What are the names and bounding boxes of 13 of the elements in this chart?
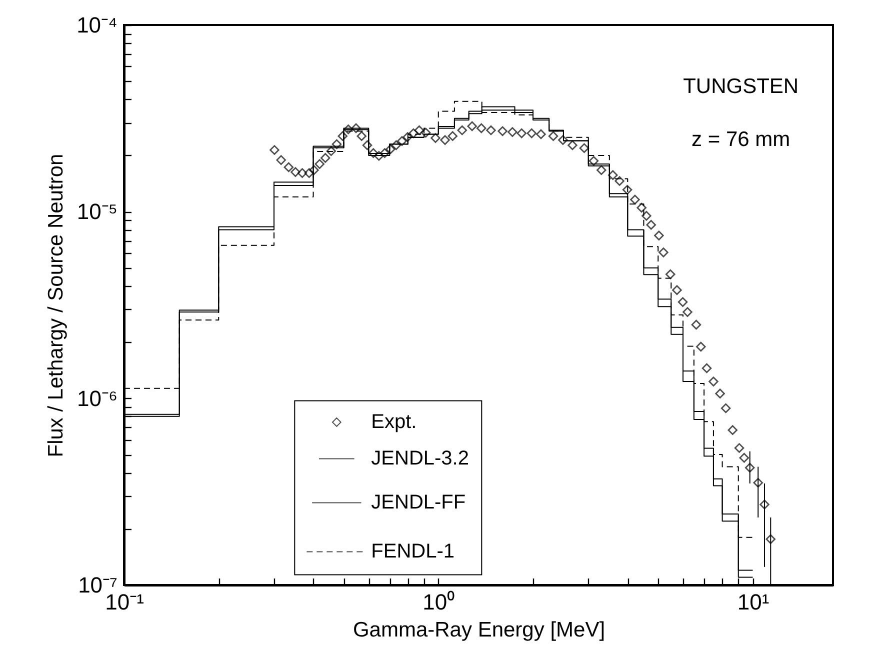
legend-label: Expt. xyxy=(371,411,417,434)
annotation: z = 76 mm xyxy=(692,128,790,151)
x-tick-label: 10¹ xyxy=(737,590,770,614)
legend-label: JENDL-FF xyxy=(371,492,466,514)
y-tick-label: 10⁻⁴ xyxy=(76,12,118,38)
y-axis-title: Flux / Lethargy / Source Neutron xyxy=(44,154,68,458)
legend-label: JENDL-3.2 xyxy=(371,448,469,470)
legend-label: FENDL-1 xyxy=(371,540,455,563)
x-tick-label: 10⁰ xyxy=(422,590,456,614)
y-tick-label: 10⁻⁵ xyxy=(76,199,118,224)
x-axis-title: Gamma-Ray Energy [MeV] xyxy=(352,618,606,642)
annotation: TUNGSTEN xyxy=(683,75,799,98)
y-tick-label: 10⁻⁶ xyxy=(76,386,118,411)
